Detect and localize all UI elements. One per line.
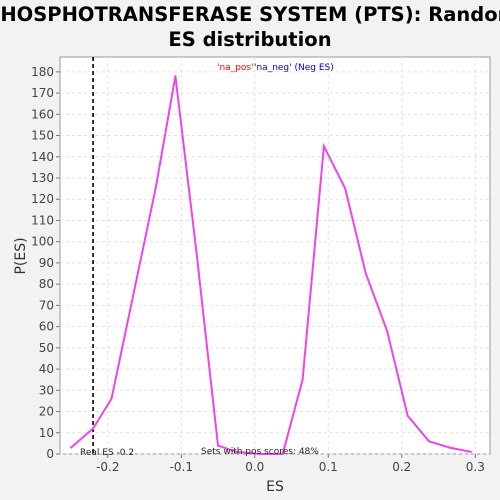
y-tick-label: 10 <box>39 426 54 440</box>
y-tick-label: 40 <box>39 362 54 376</box>
data-point <box>344 187 347 190</box>
chart-title-line1: PHOSPHOTRANSFERASE SYSTEM (PTS): Random <box>0 3 500 26</box>
y-tick-label: 90 <box>39 256 54 270</box>
real-es-label: Real ES -0.2 <box>80 448 134 458</box>
y-tick-label: 110 <box>31 213 54 227</box>
data-point <box>259 453 262 455</box>
data-point <box>235 450 238 453</box>
x-tick-label: 0.2 <box>392 460 411 474</box>
data-point <box>427 440 430 443</box>
data-point <box>406 414 409 417</box>
y-tick-label: 120 <box>31 192 54 206</box>
y-tick-label: 30 <box>39 383 54 397</box>
y-tick-label: 150 <box>31 129 54 143</box>
x-tick-label: -0.1 <box>170 460 193 474</box>
y-tick-label: 80 <box>39 277 54 291</box>
x-tick-label: -0.2 <box>96 460 119 474</box>
plot-area <box>59 56 491 455</box>
data-point <box>386 329 389 332</box>
x-axis-label: ES <box>266 479 284 495</box>
y-tick-label: 60 <box>39 320 54 334</box>
y-axis-ticks: 0 10 20 30 40 50 60 70 80 90 100 110 120 130 140 150 160… <box>31 65 60 461</box>
y-tick-label: 0 <box>46 447 54 461</box>
x-tick-label: 0.1 <box>319 460 338 474</box>
x-axis-ticks: -0.2 -0.1 0.0 0.1 0.2 0.3 <box>96 454 485 474</box>
data-point <box>70 446 73 449</box>
legend-neg: 'na_neg' (Neg ES) <box>254 63 334 73</box>
y-axis-label: P(ES) <box>13 237 29 274</box>
data-point <box>322 145 325 148</box>
data-point <box>364 272 367 275</box>
pos-scores-annotation: Sets with pos scores: 48% <box>201 447 319 457</box>
data-point <box>448 446 451 449</box>
data-point <box>217 444 220 447</box>
data-point <box>154 187 157 190</box>
data-point <box>174 75 177 78</box>
y-tick-label: 170 <box>31 86 54 100</box>
data-point <box>194 247 197 250</box>
chart-title-line2: ES distribution <box>168 28 331 51</box>
data-point <box>281 453 284 455</box>
x-tick-label: 0.3 <box>466 460 485 474</box>
y-tick-label: 160 <box>31 107 54 121</box>
y-tick-label: 130 <box>31 171 54 185</box>
y-tick-label: 140 <box>31 150 54 164</box>
data-point <box>110 397 113 400</box>
y-tick-label: 70 <box>39 298 54 312</box>
x-tick-label: 0.0 <box>245 460 264 474</box>
data-point <box>301 378 304 381</box>
y-tick-label: 20 <box>39 405 54 419</box>
data-point <box>469 450 472 453</box>
series-points <box>70 75 472 455</box>
y-tick-label: 100 <box>31 235 54 249</box>
legend-pos: 'na_pos' <box>217 63 254 73</box>
y-tick-label: 180 <box>31 65 54 79</box>
data-point <box>92 427 95 430</box>
y-tick-label: 50 <box>39 341 54 355</box>
